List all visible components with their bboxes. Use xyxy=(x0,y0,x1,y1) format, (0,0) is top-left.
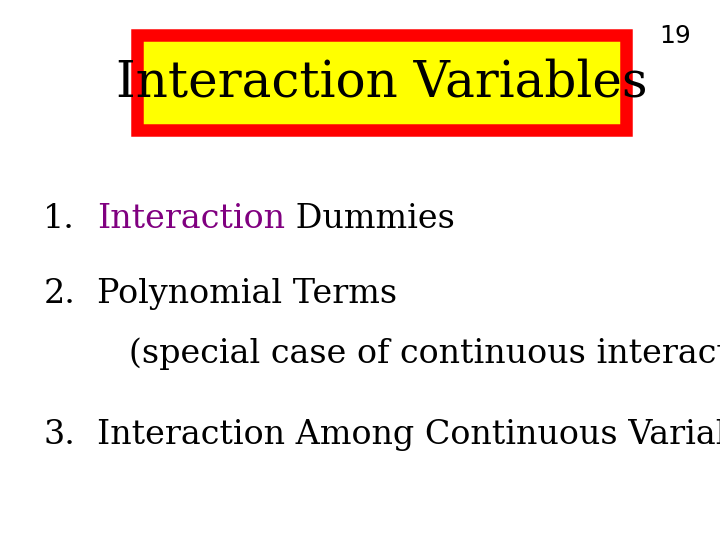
Text: Polynomial Terms: Polynomial Terms xyxy=(97,278,397,310)
Text: 3.: 3. xyxy=(43,418,75,451)
Text: 1.: 1. xyxy=(43,202,75,235)
Text: (special case of continuous interaction): (special case of continuous interaction) xyxy=(97,338,720,370)
Text: Interaction Among Continuous Variables: Interaction Among Continuous Variables xyxy=(97,418,720,451)
Bar xyxy=(137,35,626,130)
Bar xyxy=(137,35,626,130)
Text: 19: 19 xyxy=(660,24,691,48)
Text: Interaction Variables: Interaction Variables xyxy=(116,58,647,107)
Text: Interaction: Interaction xyxy=(97,202,285,235)
Text: Dummies: Dummies xyxy=(285,202,455,235)
Text: 2.: 2. xyxy=(43,278,75,310)
